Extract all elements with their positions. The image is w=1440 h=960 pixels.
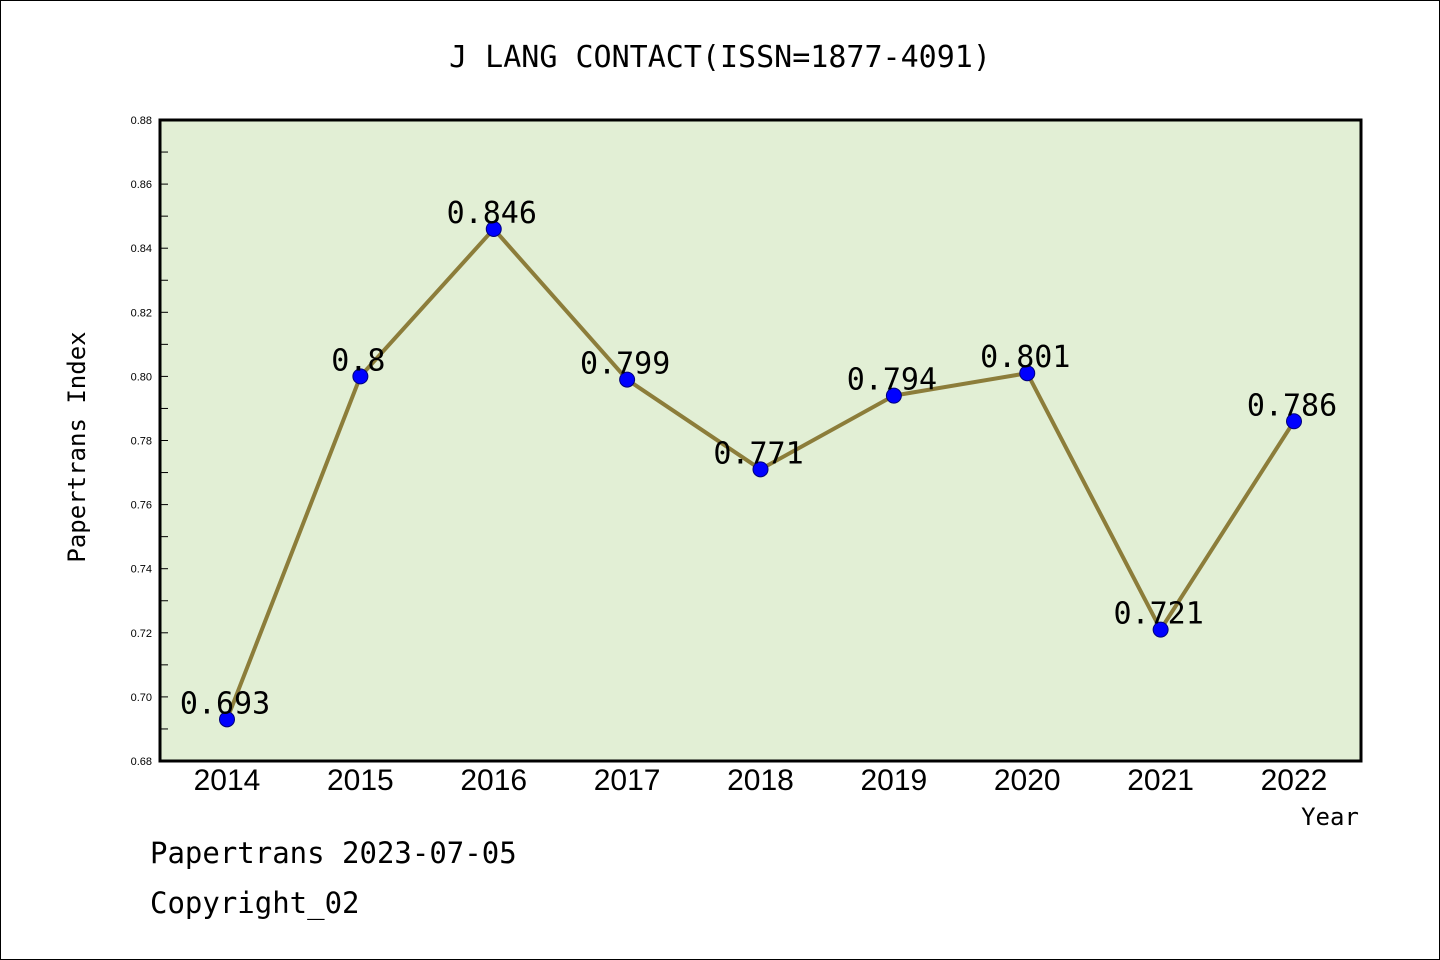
plot-area xyxy=(158,118,1363,763)
data-label: 0.786 xyxy=(1247,388,1337,423)
data-point xyxy=(219,711,235,728)
y-tick-label: 0.72 xyxy=(131,628,152,640)
data-point xyxy=(752,461,769,478)
x-tick-label: 2015 xyxy=(327,764,394,797)
data-label: 0.771 xyxy=(713,436,803,471)
x-tick-label: 2016 xyxy=(460,764,527,797)
data-markers xyxy=(219,220,1302,728)
x-tick-label: 2014 xyxy=(194,764,261,797)
data-point xyxy=(1286,413,1302,430)
data-point xyxy=(352,368,369,385)
y-tick-label: 0.80 xyxy=(131,371,152,383)
footer-date: Papertrans 2023-07-05 xyxy=(150,836,517,870)
data-label: 0.721 xyxy=(1113,597,1203,632)
y-tick-label: 0.78 xyxy=(131,436,152,448)
chart-title: J LANG CONTACT(ISSN=1877-4091) xyxy=(449,40,991,75)
x-tick-label: 2020 xyxy=(994,764,1061,797)
y-tick-label: 0.84 xyxy=(131,243,152,255)
y-tick-label: 0.88 xyxy=(131,115,152,127)
x-tick-label: 2022 xyxy=(1261,764,1328,797)
y-tick-label: 0.74 xyxy=(131,564,152,576)
x-tick-label: 2017 xyxy=(594,764,661,797)
y-tick-label: 0.70 xyxy=(131,692,152,704)
data-label: 0.693 xyxy=(180,686,270,721)
y-tick-label: 0.68 xyxy=(131,756,152,768)
data-point xyxy=(1019,365,1036,382)
y-tick-label: 0.76 xyxy=(131,500,152,512)
data-label: 0.846 xyxy=(447,196,537,231)
footer-copyright: Copyright_02 xyxy=(150,886,360,920)
data-point xyxy=(885,387,902,404)
data-label: 0.794 xyxy=(847,363,937,398)
data-labels: 0.693 0.8 0.846 0.799 0.771 0.794 0.801 0.721 0.… xyxy=(180,196,1337,721)
data-label: 0.801 xyxy=(980,340,1070,375)
data-point xyxy=(485,220,502,237)
data-label: 0.799 xyxy=(580,347,670,382)
x-axis-ticks: 2014 2015 2016 2017 2018 2019 2020 2021 2022 xyxy=(194,764,1328,797)
data-point xyxy=(1152,621,1169,638)
data-label: 0.8 xyxy=(331,343,385,378)
x-tick-label: 2018 xyxy=(727,764,794,797)
y-axis-ticks: 0.68 0.70 0.72 0.74 0.76 0.78 0.80 0.82 0.84 0.86… xyxy=(131,115,168,768)
data-point xyxy=(619,371,636,388)
y-axis-label: Papertrans Index xyxy=(63,331,91,562)
x-tick-label: 2019 xyxy=(861,764,928,797)
x-axis-label: Year xyxy=(1301,803,1359,831)
y-tick-label: 0.82 xyxy=(131,307,152,319)
x-tick-label: 2021 xyxy=(1127,764,1194,797)
y-tick-label: 0.86 xyxy=(131,179,152,191)
